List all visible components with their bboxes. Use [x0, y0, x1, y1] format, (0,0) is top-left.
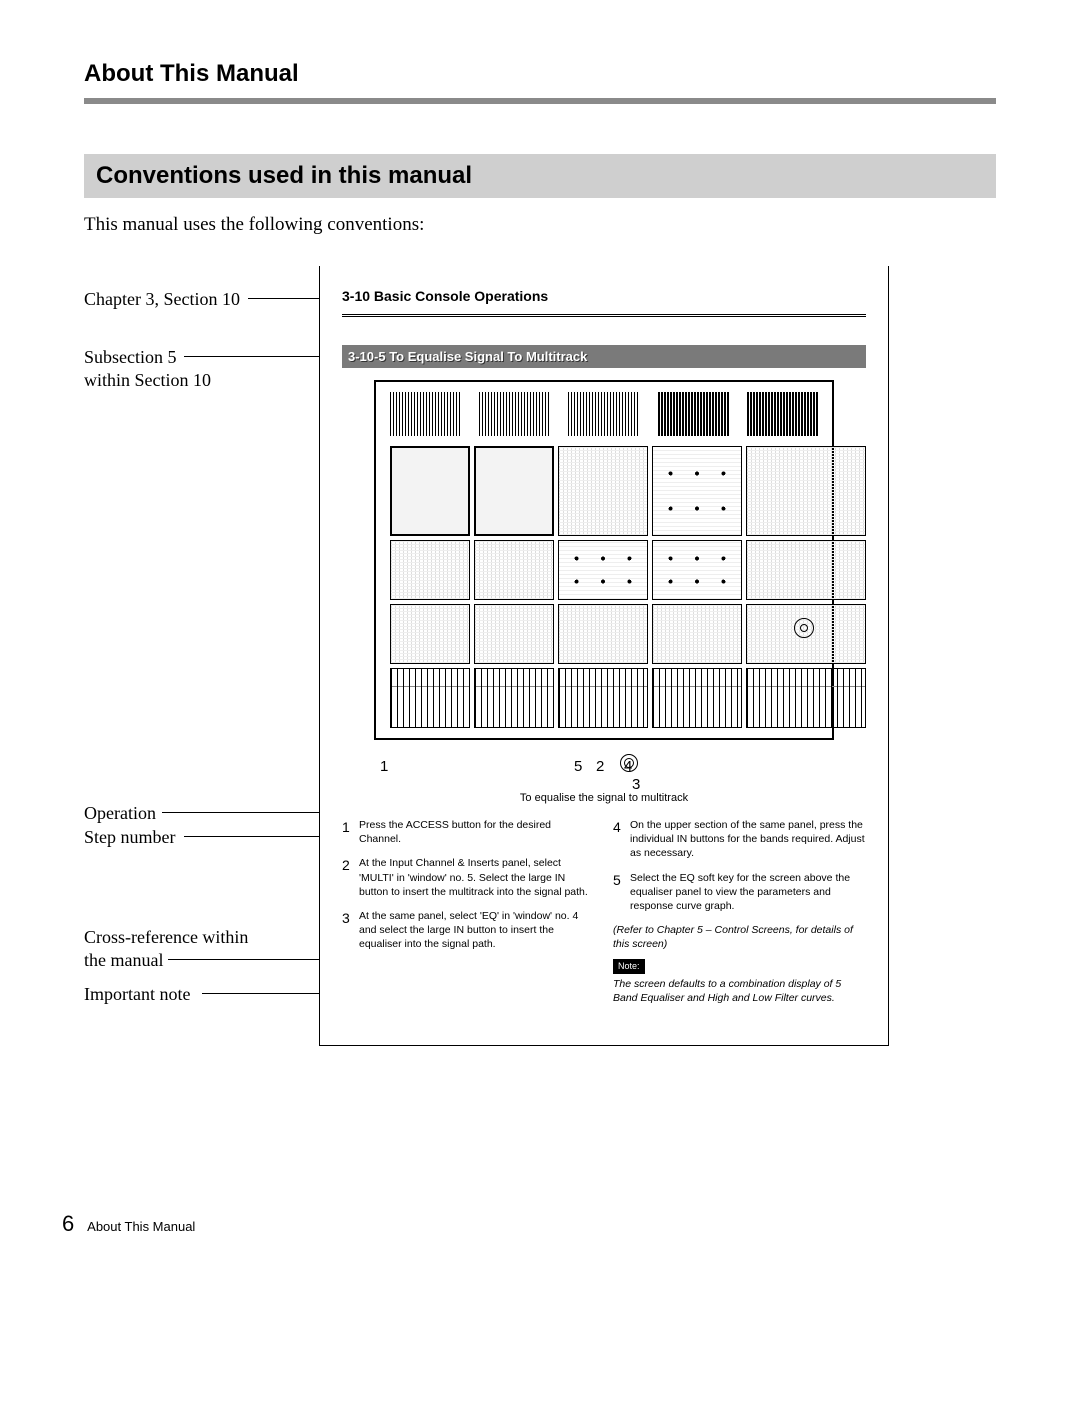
callout-chapter-section: Chapter 3, Section 10 — [84, 288, 240, 311]
jog-wheel-icon — [794, 618, 814, 638]
figure-caption: To equalise the signal to multitrack — [342, 792, 866, 804]
figure-reference-numbers: 1 5 2 4 3 — [374, 746, 834, 786]
step-item: 1 Press the ACCESS button for the desire… — [342, 818, 595, 846]
title-rule — [84, 98, 996, 104]
note-text: The screen defaults to a combination dis… — [613, 977, 866, 1005]
sample-page: 3-10 Basic Console Operations 3-10-5 To … — [319, 266, 889, 1046]
footer-title: About This Manual — [87, 1219, 195, 1234]
steps-left-column: 1 Press the ACCESS button for the desire… — [342, 818, 595, 1005]
callout-xref-a: Cross-reference within — [84, 926, 248, 949]
step-item: 2 At the Input Channel & Inserts panel, … — [342, 856, 595, 899]
chapter-title: About This Manual — [84, 60, 996, 88]
note-badge: Note: — [613, 959, 645, 973]
step-item: 4 On the upper section of the same panel… — [613, 818, 866, 861]
steps-right-column: 4 On the upper section of the same panel… — [613, 818, 866, 1005]
fig-num-2: 2 — [596, 758, 604, 775]
fig-num-3: 3 — [632, 776, 640, 793]
page-number: 6 — [62, 1211, 74, 1236]
page-footer: 6 About This Manual — [62, 1211, 195, 1237]
intro-text: This manual uses the following conventio… — [84, 214, 996, 236]
fig-num-4: 4 — [624, 758, 632, 775]
callout-step-number: Step number — [84, 826, 176, 849]
sample-section-heading: 3-10 Basic Console Operations — [342, 288, 866, 304]
callout-operation: Operation — [84, 802, 156, 825]
callout-subsection-b: within Section 10 — [84, 369, 211, 392]
callout-xref-b: the manual — [84, 949, 163, 972]
callout-subsection-a: Subsection 5 — [84, 346, 177, 369]
conventions-diagram: Chapter 3, Section 10 Subsection 5 withi… — [84, 266, 996, 1066]
cross-reference: (Refer to Chapter 5 – Control Screens, f… — [613, 923, 866, 951]
step-item: 5 Select the EQ soft key for the screen … — [613, 871, 866, 914]
section-heading: Conventions used in this manual — [84, 154, 996, 198]
callout-important-note: Important note — [84, 983, 190, 1006]
fig-num-5: 5 — [574, 758, 582, 775]
sample-subsection-heading: 3-10-5 To Equalise Signal To Multitrack — [342, 345, 866, 368]
console-illustration — [374, 380, 834, 740]
step-item: 3 At the same panel, select 'EQ' in 'win… — [342, 909, 595, 952]
fig-num-1: 1 — [380, 758, 388, 775]
sample-section-rule — [342, 314, 866, 317]
